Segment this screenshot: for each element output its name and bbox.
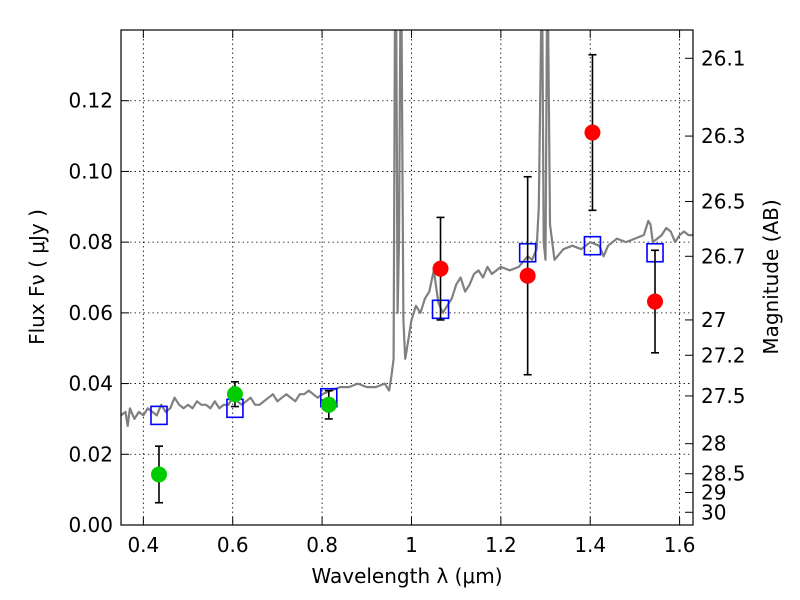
magnitude-tick-label: 26.7 (701, 244, 746, 268)
observed-photometry-layer (150, 53, 664, 504)
grid (121, 30, 693, 526)
y-axis-right-label: Magnitude (AB) (759, 199, 783, 354)
x-tick-label: 0.6 (217, 533, 249, 557)
magnitude-tick-label: 27.2 (701, 343, 746, 367)
y-tick-label: 0.02 (68, 442, 113, 466)
ticks: 0.4 0.6 0.8 1 1.2 1.4 1.6 0.00 0.02 0.04 0.06 0.08 0… (68, 30, 746, 557)
x-tick-label: 0.4 (127, 533, 159, 557)
y-tick-label: 0.04 (68, 372, 113, 396)
x-tick-label: 0.8 (306, 533, 338, 557)
y-axis-label: Flux Fν ( μJy ) (25, 209, 49, 345)
observed-point (320, 396, 337, 413)
y-tick-label: 0.12 (68, 89, 113, 113)
magnitude-tick-label: 26.3 (701, 124, 746, 148)
x-tick-label: 1.6 (664, 533, 696, 557)
model-point (150, 405, 168, 426)
observed-point (519, 267, 536, 284)
y-tick-label: 0.10 (68, 159, 113, 183)
plot-frame (120, 29, 694, 526)
magnitude-tick-label: 28 (701, 432, 726, 456)
x-tick-label: 1.4 (574, 533, 606, 557)
y-tick-label: 0.00 (68, 513, 113, 537)
y-tick-label: 0.06 (68, 301, 113, 325)
observed-point (584, 124, 601, 141)
magnitude-tick-label: 30 (701, 500, 726, 524)
observed-point (226, 386, 243, 403)
x-tick-label: 1.2 (485, 533, 517, 557)
plot-background (121, 30, 693, 525)
x-tick-label: 1 (405, 533, 418, 557)
model-point (583, 235, 602, 256)
observed-point (432, 260, 449, 277)
magnitude-tick-label: 27 (701, 308, 726, 332)
observed-point (647, 293, 664, 310)
magnitude-tick-label: 29 (701, 480, 726, 504)
magnitude-tick-label: 27.5 (701, 384, 746, 408)
magnitude-tick-label: 26.1 (701, 46, 746, 70)
y-tick-label: 0.08 (68, 230, 113, 254)
magnitude-tick-label: 26.5 (701, 189, 746, 213)
observed-point (150, 466, 167, 483)
magnitude-tick-label: 28.5 (701, 462, 746, 486)
x-axis-label: Wavelength λ (μm) (311, 564, 502, 588)
